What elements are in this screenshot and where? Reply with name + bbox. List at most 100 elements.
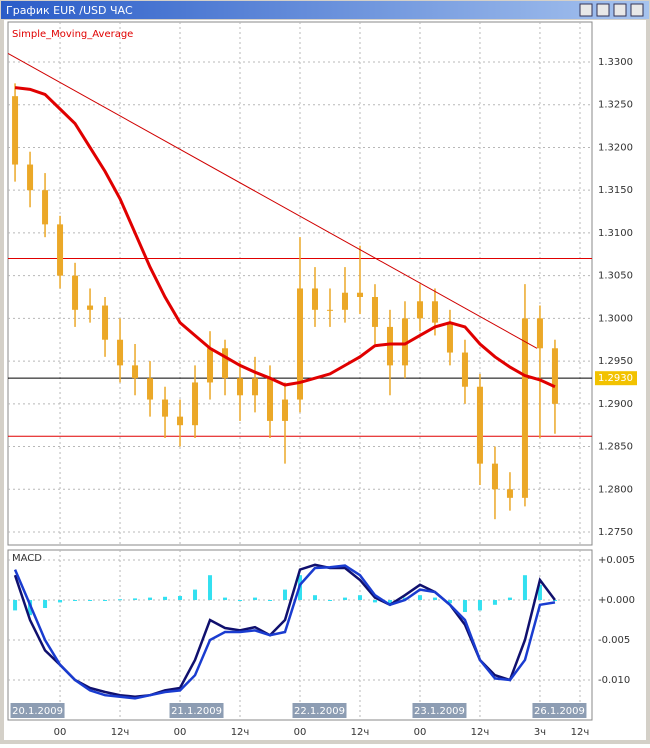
x-tick-label: 12ч [571,727,590,738]
macd-line [13,563,556,699]
histogram-bar [283,589,288,600]
candle-body [386,326,393,366]
trend-line [7,53,538,349]
candle-body [102,305,109,340]
candle-body [162,399,169,417]
y-tick-label: 1.3150 [598,185,633,196]
y-tick-label: 1.2950 [598,356,633,367]
y-tick-label: -0.005 [598,635,630,646]
indicator-label: Simple_Moving_Average [12,29,133,40]
candle-body [326,309,333,311]
histogram-bar [327,600,332,601]
x-tick-label: 00 [414,727,427,738]
candle-body [401,318,408,366]
histogram-bar [268,600,273,601]
y-tick-label: 1.3200 [598,142,633,153]
candle-body [147,378,154,400]
date-label-box [412,703,467,718]
date-label: 26.1.2009 [534,706,585,717]
y-tick-label: -0.010 [598,675,630,686]
candle-body [87,305,94,310]
minimize-button[interactable] [579,3,593,17]
y-tick-label: 1.3250 [598,100,633,111]
histogram-bar [193,589,198,600]
candle-body [536,318,543,349]
candle-body [57,224,64,276]
y-tick-label: 1.2750 [598,527,633,538]
x-tick-label: 12ч [351,727,370,738]
candle-body [551,348,558,404]
histogram-bar [13,600,18,611]
candle-body [416,301,423,319]
histogram-bar [477,600,482,611]
histogram-bar [43,600,48,608]
histogram-bar [372,600,377,603]
restore-button[interactable] [596,3,610,17]
candle-body [252,378,259,396]
title-bar [1,1,649,19]
x-tick-label: 12ч [231,727,250,738]
date-label: 22.1.2009 [294,706,345,717]
candle-body [12,96,19,165]
candle-body [356,292,363,298]
window-title: График EUR /USD ЧАС [6,4,133,17]
histogram-bar [522,575,527,600]
last-price-box [595,371,637,386]
y-tick-label: 1.3100 [598,228,633,239]
moving-average-line [14,86,556,389]
x-tick-label: 00 [174,727,187,738]
histogram-bar [357,595,362,600]
histogram-bar [58,600,63,603]
chart-area [4,20,646,740]
candle-body [177,416,184,426]
date-label-box [532,703,587,718]
candle-body [521,318,528,498]
x-tick-label: 12ч [111,727,130,738]
histogram-bar [312,595,317,600]
candle-body [237,378,244,396]
y-tick-label: +0.005 [598,555,635,566]
histogram-bar [73,600,78,601]
x-tick-label: 00 [294,727,307,738]
candle-body [311,288,318,310]
close-button[interactable] [630,3,644,17]
date-label-box [292,703,347,718]
date-label: 23.1.2009 [414,706,465,717]
candle-body [431,301,438,323]
y-tick-label: 1.2850 [598,442,633,453]
histogram-bar [178,596,183,600]
y-tick-label: +0.000 [598,595,635,606]
date-label-box [169,703,224,718]
y-tick-label: 1.2900 [598,399,633,410]
candle-body [371,297,378,327]
date-label: 21.1.2009 [171,706,222,717]
candle-body [461,352,468,387]
candle-body [282,399,289,421]
window-controls[interactable] [579,3,644,17]
histogram-bar [223,597,228,600]
candle-body [42,190,49,225]
date-label-box [10,703,65,718]
histogram-bar [88,600,93,601]
y-tick-label: 1.3300 [598,57,633,68]
histogram-bar [507,597,512,600]
maximize-button[interactable] [613,3,627,17]
y-tick-label: 1.3050 [598,271,633,282]
date-label: 20.1.2009 [12,706,63,717]
histogram-bar [492,600,497,605]
candle-body [506,489,513,498]
histogram-bar [417,595,422,600]
histogram-bar [387,600,392,604]
candle-body [341,292,348,310]
candle-body [222,348,229,379]
macd-line [13,564,556,700]
candle-body [72,275,79,310]
last-price-label: 1.2930 [598,373,633,384]
y-tick-label: 1.3000 [598,313,633,324]
histogram-bar [342,597,347,600]
y-tick-label: 1.2800 [598,484,633,495]
candle-body [446,322,453,353]
candle-body [27,164,34,191]
histogram-bar [253,597,258,600]
